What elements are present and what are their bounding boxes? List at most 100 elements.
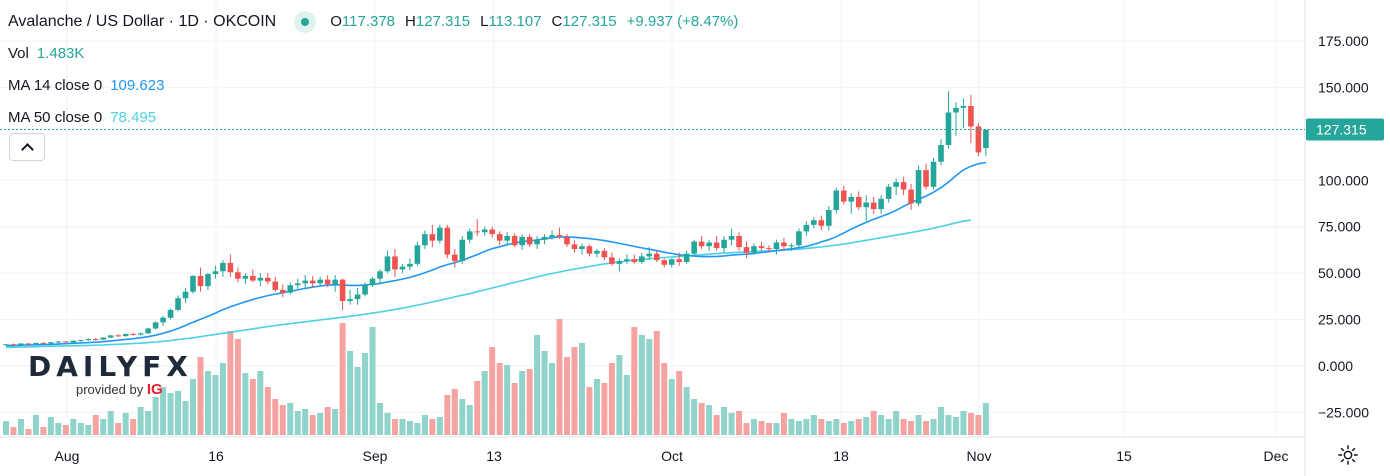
y-tick-label: −25.000	[1318, 404, 1369, 420]
candle-body	[534, 239, 540, 245]
volume-bar	[302, 409, 309, 435]
candle-body	[848, 197, 855, 202]
candle-body	[653, 253, 660, 261]
candle-body	[85, 339, 92, 341]
ma14-value: 109.623	[110, 77, 165, 94]
volume-bar	[593, 379, 600, 435]
candle-body	[915, 170, 922, 204]
ma14-row[interactable]: MA 14 close 0 109.623	[8, 70, 738, 102]
candle-body	[362, 285, 368, 295]
candle-body	[579, 246, 585, 249]
volume-bar	[930, 419, 937, 435]
volume-bar	[444, 395, 451, 435]
candle-body	[414, 245, 421, 264]
y-tick-label: 75.000	[1318, 219, 1361, 235]
candle-body	[63, 341, 69, 343]
gear-icon[interactable]	[1337, 444, 1359, 466]
volume-bar	[100, 419, 107, 435]
volume-bar	[294, 411, 301, 435]
ma14-label: MA 14 close 0	[8, 77, 103, 94]
candle-body	[908, 189, 914, 204]
volume-bar	[391, 419, 398, 435]
volume-bar	[623, 375, 630, 435]
volume-bar	[908, 421, 915, 435]
volume-bar	[369, 327, 376, 435]
candle-body	[796, 231, 802, 246]
volume-bar	[197, 357, 204, 435]
volume-bar	[818, 419, 825, 435]
x-tick-label: 18	[833, 448, 849, 464]
candle-body	[40, 342, 47, 344]
volume-bar	[915, 415, 922, 435]
candle-body	[893, 182, 899, 187]
candle-body	[728, 236, 735, 240]
volume-bar	[586, 387, 593, 435]
volume-bar	[938, 407, 944, 435]
candle-body	[758, 246, 765, 249]
volume-bar	[646, 339, 653, 435]
candle-body	[489, 229, 495, 235]
ma50-row[interactable]: MA 50 close 0 78.495	[8, 102, 738, 134]
candle-body	[698, 241, 705, 247]
volume-bar	[107, 411, 114, 435]
candle-body	[923, 170, 929, 187]
volume-bar	[758, 421, 765, 435]
y-tick-label: 0.000	[1318, 358, 1353, 374]
volume-bar	[429, 419, 436, 435]
volume-bar	[900, 419, 907, 435]
volume-bar	[332, 409, 339, 435]
volume-bar	[698, 403, 705, 435]
volume-bar	[234, 339, 241, 435]
volume-bar	[272, 399, 279, 435]
volume-bar	[743, 423, 750, 435]
candle-body	[272, 281, 279, 290]
volume-bar	[676, 371, 683, 435]
volume-bar	[519, 371, 526, 435]
volume-bar	[406, 421, 413, 435]
volume-bar	[92, 415, 99, 435]
volume-bar	[840, 423, 847, 435]
volume-bar	[878, 415, 885, 435]
candle-body	[347, 299, 353, 301]
volume-bar	[257, 371, 264, 435]
volume-bar	[795, 421, 802, 435]
candle-body	[983, 129, 989, 148]
candle-body	[863, 202, 869, 208]
volume-bar	[481, 371, 488, 435]
volume-bar	[526, 369, 533, 435]
volume-bar	[885, 419, 892, 435]
ma50-line	[5, 219, 971, 349]
candle-body	[526, 236, 533, 245]
vol-value: 1.483K	[36, 45, 85, 62]
candle-body	[564, 236, 570, 245]
candle-body	[3, 344, 9, 346]
candle-body	[167, 309, 174, 318]
vol-row[interactable]: Vol 1.483K	[8, 38, 738, 70]
volume-bar	[160, 387, 167, 435]
candle-body	[676, 259, 682, 262]
volume-bar	[982, 403, 989, 435]
candle-body	[10, 344, 17, 346]
volume-bar	[190, 379, 196, 435]
candle-body	[33, 342, 39, 345]
collapse-legend-button[interactable]	[9, 133, 45, 161]
candle-body	[646, 253, 653, 257]
candle-body	[444, 227, 451, 255]
candle-body	[938, 145, 944, 162]
candle-body	[250, 275, 256, 281]
candle-body	[220, 262, 226, 272]
candle-body	[960, 106, 967, 108]
volume-bar	[85, 425, 92, 435]
volume-bar	[137, 407, 144, 435]
candle-body	[324, 279, 331, 285]
candle-body	[781, 242, 787, 247]
candle-body	[18, 343, 24, 345]
candle-body	[975, 126, 982, 153]
candle-body	[870, 202, 877, 210]
vol-label: Vol	[8, 45, 29, 62]
candle-body	[840, 190, 847, 202]
candle-body	[92, 339, 99, 341]
candle-body	[631, 259, 638, 262]
volume-bar	[249, 379, 256, 435]
